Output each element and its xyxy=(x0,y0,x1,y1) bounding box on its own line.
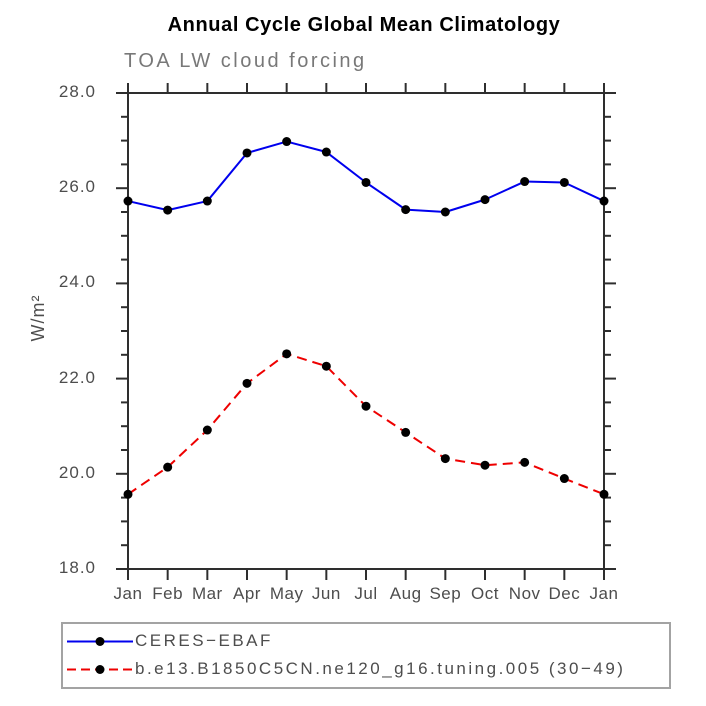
x-tick-label: Jun xyxy=(311,584,341,603)
chart-subtitle: TOA LW cloud forcing xyxy=(124,50,367,72)
x-tick-label: Jan xyxy=(113,584,143,603)
x-tick-label: Dec xyxy=(548,584,581,603)
x-tick-label: Aug xyxy=(389,584,422,603)
legend-item-ceres: CERES−EBAF xyxy=(65,629,273,653)
legend-line-solid-icon xyxy=(67,636,133,646)
x-tick-label: Mar xyxy=(191,584,223,603)
legend-label: b.e13.B1850C5CN.ne120_g16.tuning.005 (30… xyxy=(135,659,626,678)
chart-title: Annual Cycle Global Mean Climatology xyxy=(167,14,561,36)
legend-label: CERES−EBAF xyxy=(135,631,273,650)
y-tick-label: 24.0 xyxy=(58,272,96,292)
y-tick-label: 20.0 xyxy=(58,462,96,482)
x-tick-label: Nov xyxy=(508,584,541,603)
legend-line-dashed-icon xyxy=(67,664,133,674)
x-tick-label: Jan xyxy=(589,584,619,603)
x-tick-label: Feb xyxy=(152,584,184,603)
x-tick-label: May xyxy=(269,584,304,603)
legend: CERES−EBAF b.e13.B1850C5CN.ne120_g16.tun… xyxy=(61,622,671,689)
legend-item-model: b.e13.B1850C5CN.ne120_g16.tuning.005 (30… xyxy=(65,657,625,681)
x-tick-label: Jul xyxy=(354,584,378,603)
y-tick-label: 22.0 xyxy=(58,367,96,387)
y-tick-label: 18.0 xyxy=(58,558,96,577)
x-tick-label: Sep xyxy=(429,584,462,603)
y-tick-label: 28.0 xyxy=(58,82,96,101)
x-tick-label: Apr xyxy=(233,584,261,603)
x-tick-label: Oct xyxy=(471,584,499,603)
y-tick-label: 26.0 xyxy=(58,177,96,197)
